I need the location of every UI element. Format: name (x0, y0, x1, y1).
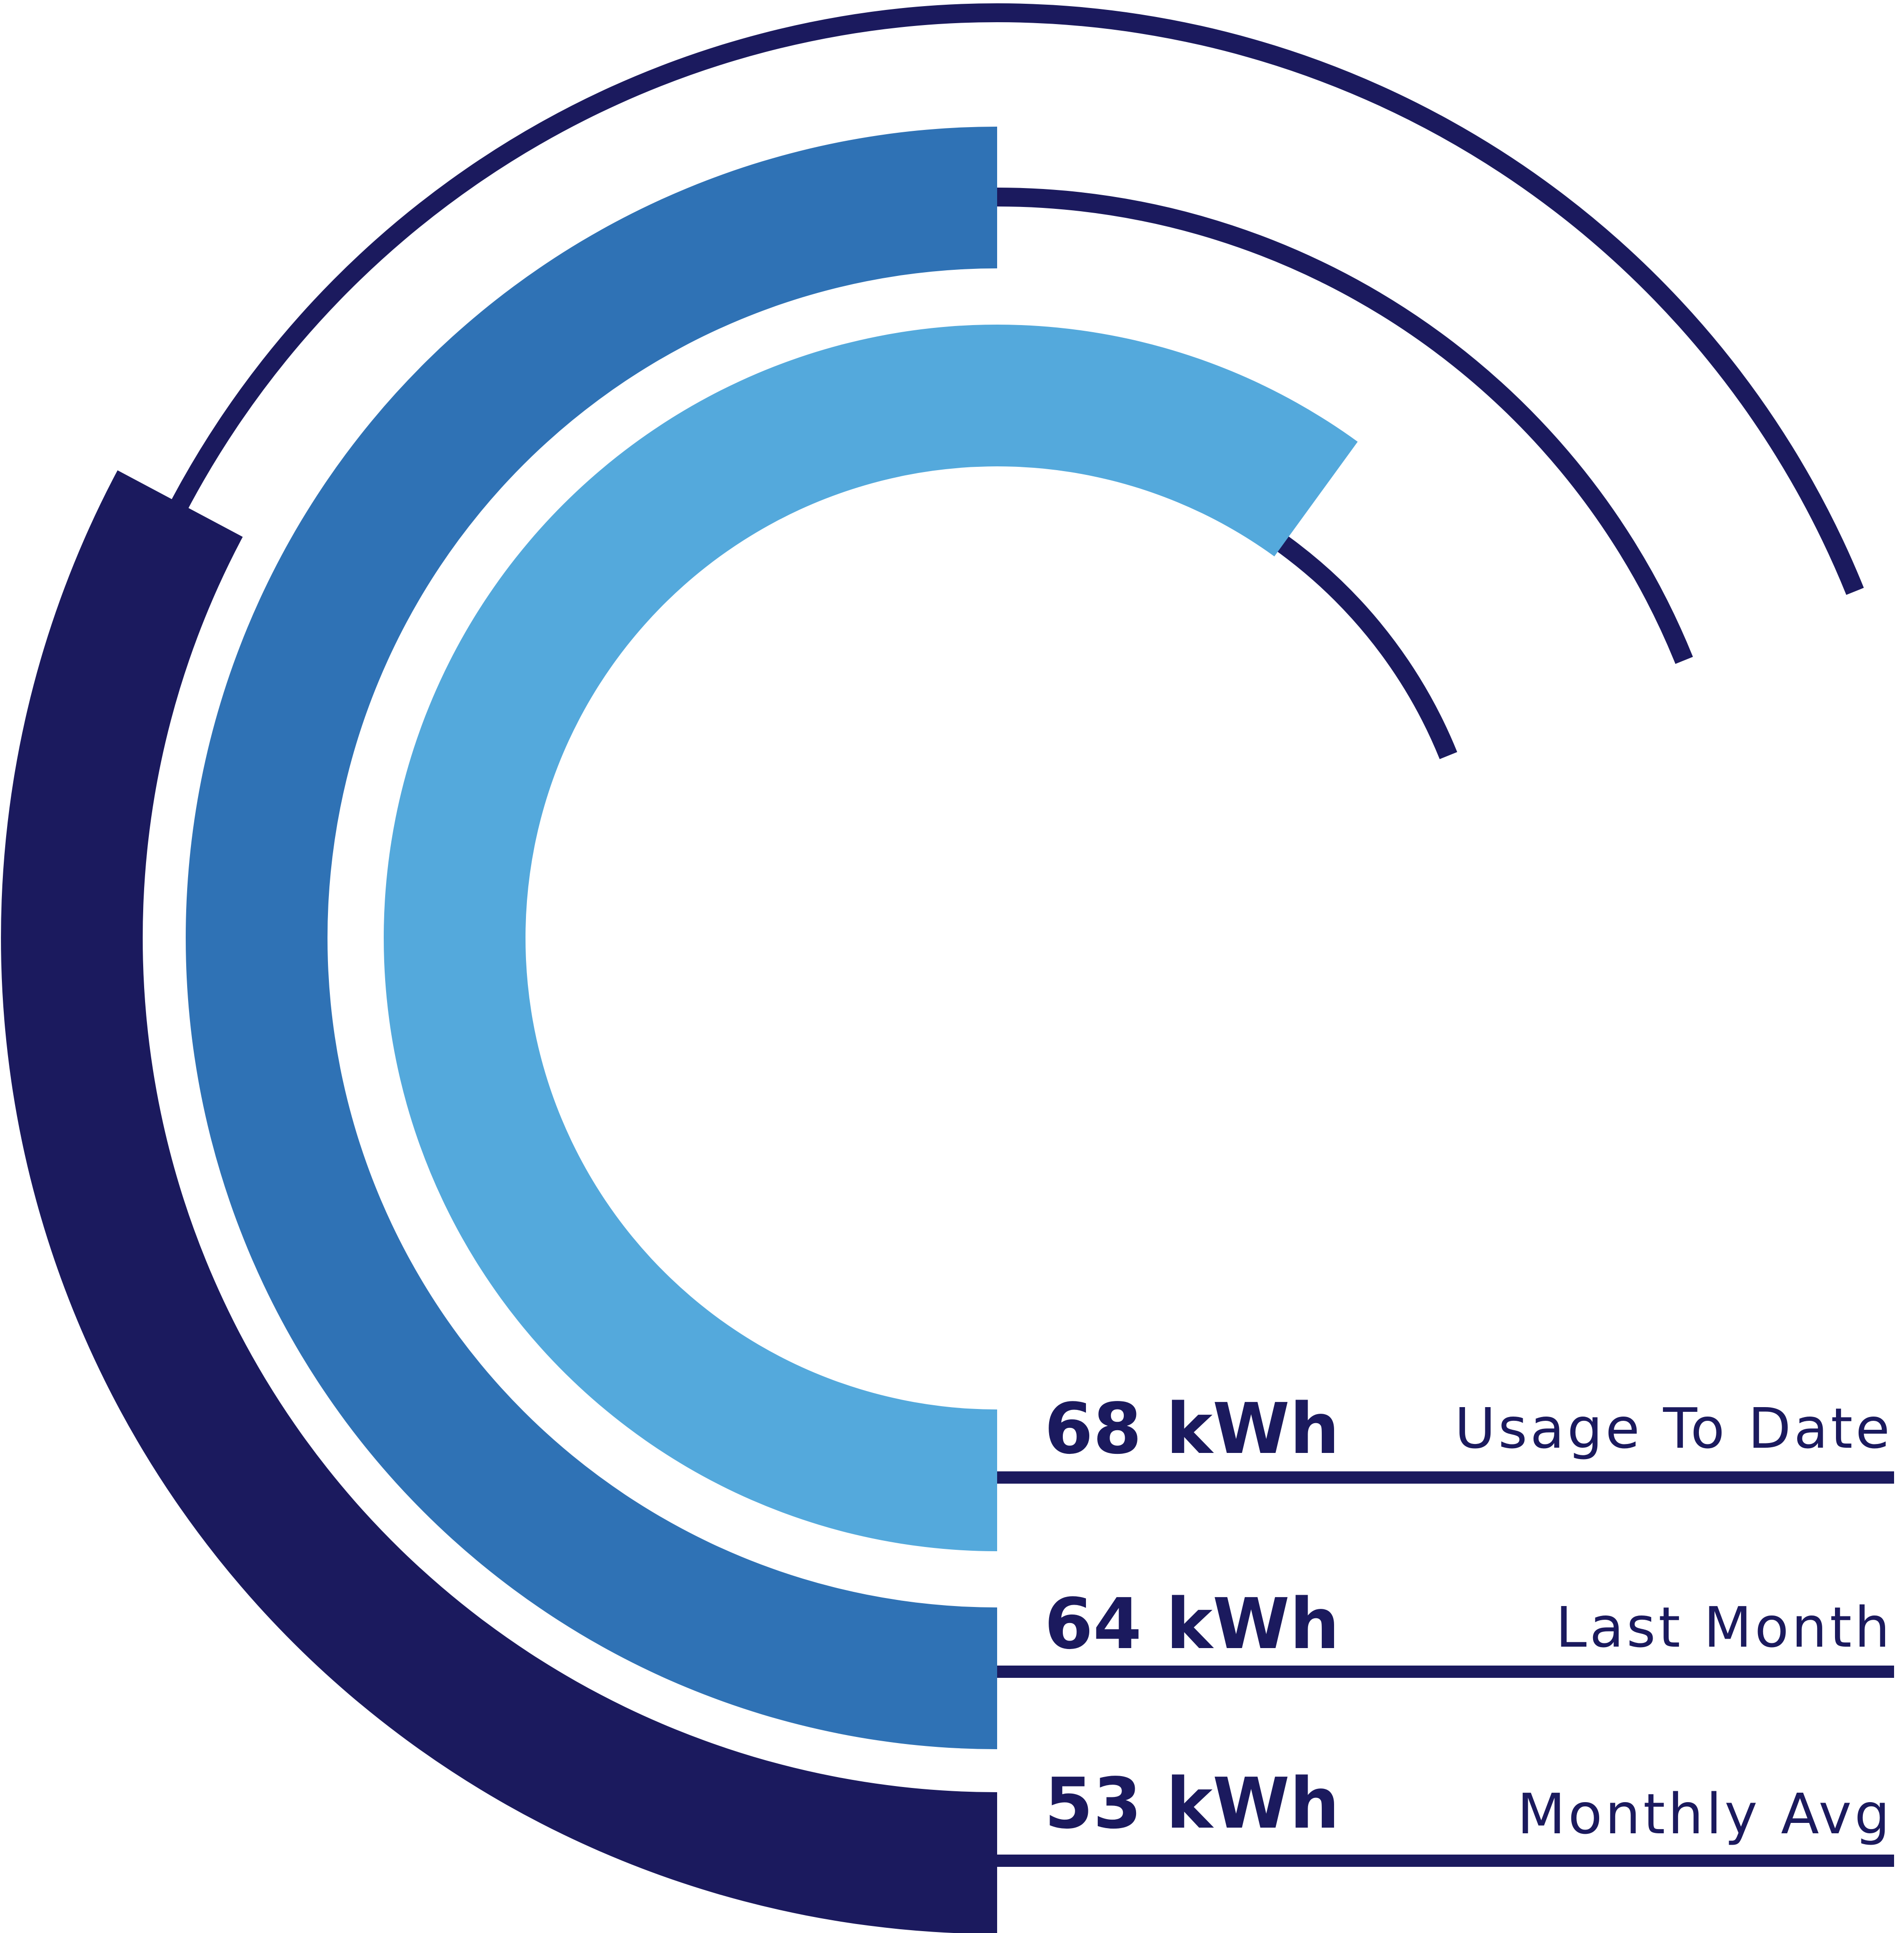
bar-last-month (186, 127, 997, 1749)
legend-layer: 68 kWh Usage To Date 64 kWh Last Month 5… (997, 1388, 1894, 1867)
series-label-last-month: Last Month (1556, 1595, 1893, 1660)
bar-monthly-avg (1, 470, 997, 1933)
series-label-usage-to-date: Usage To Date (1455, 1396, 1893, 1461)
value-label-monthly-avg: 53 kWh (1044, 1763, 1340, 1844)
series-label-monthly-avg: Monthly Avg (1517, 1781, 1893, 1847)
value-label-usage-to-date: 68 kWh (1044, 1388, 1340, 1469)
value-label-last-month: 64 kWh (1044, 1583, 1340, 1665)
bar-usage-to-date (384, 324, 1358, 1551)
bar-layer (1, 127, 1358, 1933)
